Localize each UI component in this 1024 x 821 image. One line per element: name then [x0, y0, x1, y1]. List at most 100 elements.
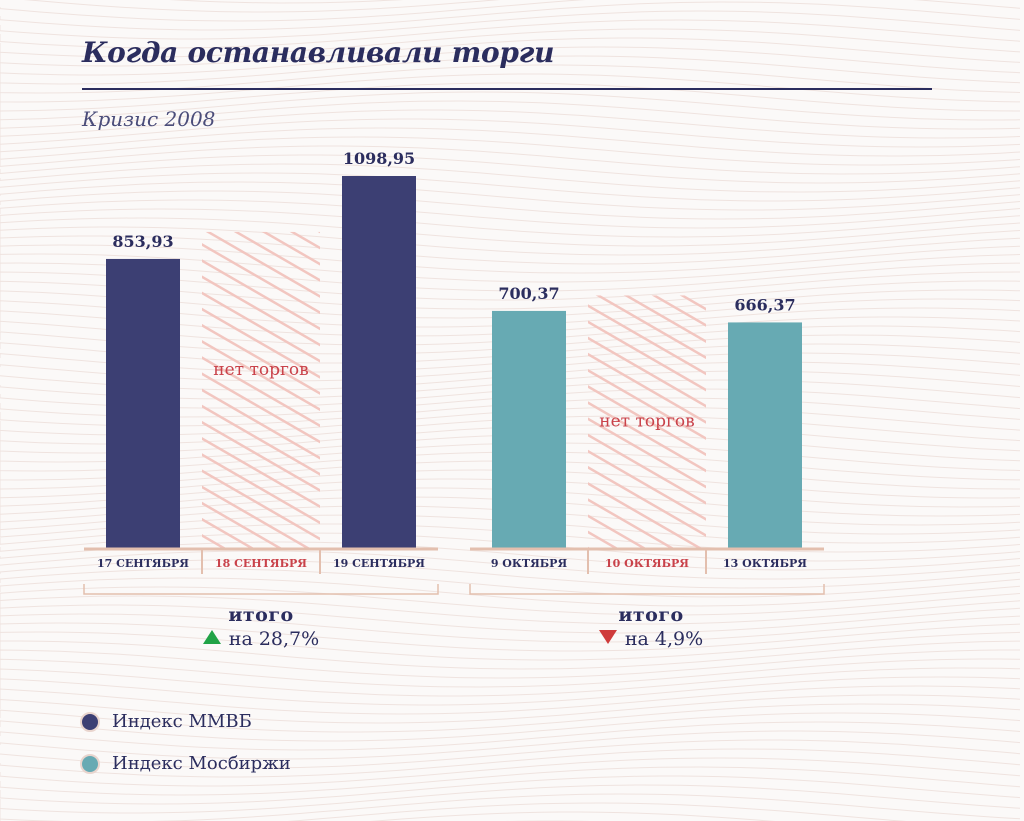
summary-title: итого	[228, 604, 294, 626]
legend-swatch	[80, 711, 100, 732]
background-wave-line	[0, 46, 1021, 76]
background-wave-line	[0, 235, 1021, 265]
background-wave-line	[0, 694, 1021, 724]
background-wave-line	[0, 775, 1021, 805]
background-wave-line	[369, 811, 776, 821]
background-wave-line	[0, 145, 1021, 175]
background-wave-line	[0, 181, 1021, 211]
x-tick-label: 13 ОКТЯБРЯ	[723, 557, 807, 570]
background-wave-line	[0, 766, 1021, 796]
background-wave-line	[0, 253, 1021, 283]
background-wave-line	[0, 685, 1021, 715]
background-wave-line	[0, 676, 1021, 706]
background-wave-line	[0, 19, 1021, 49]
background-wave-line	[0, 0, 1021, 22]
background-wave-line	[0, 109, 1021, 139]
legend-label: Индекс Мосбиржи	[112, 753, 291, 774]
background-wave-line	[0, 154, 1021, 184]
page-subtitle: Кризис 2008	[82, 107, 216, 131]
bar	[728, 322, 802, 548]
no-trade-label: нет торгов	[599, 412, 694, 432]
background-wave-line	[0, 73, 1021, 103]
background-wave-line	[0, 721, 1021, 751]
summary-change: на 28,7%	[141, 628, 381, 650]
background-wave-line	[0, 802, 907, 821]
background-wave-line	[0, 190, 1021, 220]
x-tick-label: 18 СЕНТЯБРЯ	[215, 557, 307, 570]
background-wave-line	[0, 82, 1021, 112]
x-tick-label: 10 ОКТЯБРЯ	[605, 557, 689, 570]
background-wave-line	[0, 658, 1021, 688]
background-wave-line	[0, 577, 1021, 607]
up-arrow-icon	[202, 630, 221, 644]
bar-value-label: 666,37	[734, 295, 795, 314]
background-wave-line	[0, 730, 1021, 760]
background-wave-line	[0, 37, 1021, 67]
background-wave-line	[0, 703, 1021, 733]
legend-swatch	[80, 753, 100, 774]
bar	[106, 258, 180, 548]
background-wave-line	[0, 1, 1021, 31]
x-tick-label: 17 СЕНТЯБРЯ	[97, 557, 189, 570]
background-wave-line	[0, 163, 1021, 193]
legend-label: Индекс ММВБ	[112, 711, 252, 732]
bar	[342, 176, 416, 548]
background-wave-line	[0, 559, 1021, 589]
summary-september: итого на 28,7%	[141, 604, 381, 650]
background-wave-line	[0, 604, 1021, 634]
background-wave-line	[0, 622, 1021, 652]
background-wave-line	[0, 712, 1021, 742]
background-wave-line	[0, 586, 1021, 616]
background-wave-line	[0, 757, 1021, 787]
background-wave-line	[0, 127, 1021, 157]
page-title: Когда останавливали торги	[82, 36, 555, 69]
down-arrow-icon	[598, 630, 617, 644]
bar-value-label: 700,37	[498, 284, 559, 303]
background-wave-line	[0, 10, 1021, 40]
bar-value-label: 1098,95	[343, 149, 415, 168]
background-wave-line	[0, 595, 1021, 625]
bar	[492, 310, 566, 548]
bar-value-label: 853,93	[112, 232, 173, 251]
title-divider	[82, 88, 932, 90]
background-wave-line	[0, 568, 1021, 598]
background-wave-line	[0, 667, 1021, 697]
background-wave-line	[0, 748, 1021, 778]
background-wave-line	[0, 28, 1021, 58]
background-wave-line	[0, 217, 1021, 247]
background-wave-line	[0, 55, 1021, 85]
background-wave-line	[0, 91, 1021, 121]
background-wave-line	[0, 208, 1021, 238]
background-wave-line	[23, 0, 501, 13]
background-wave-line	[0, 118, 1021, 148]
background-wave-line	[0, 640, 1021, 670]
background-wave-line	[0, 631, 1021, 661]
background-wave-line	[0, 244, 1021, 274]
background-wave-line	[0, 793, 1021, 821]
background-wave-line	[0, 739, 1021, 769]
legend-item-micex: Индекс ММВБ	[80, 711, 252, 732]
no-trade-hatch	[202, 231, 320, 548]
summary-change: на 4,9%	[531, 628, 771, 650]
summary-title: итого	[618, 604, 684, 626]
background-wave-line	[0, 613, 1021, 643]
summary-change-text: на 28,7%	[228, 628, 320, 650]
x-tick-label: 19 СЕНТЯБРЯ	[333, 557, 425, 570]
summary-october: итого на 4,9%	[531, 604, 771, 650]
summary-change-text: на 4,9%	[624, 628, 704, 650]
background-wave-line	[0, 550, 1021, 580]
background-wave-line	[0, 199, 1021, 229]
x-tick-label: 9 ОКТЯБРЯ	[491, 557, 568, 570]
background-wave-line	[0, 136, 1021, 166]
no-trade-hatch	[588, 295, 706, 548]
background-wave-line	[0, 172, 1021, 202]
group-bracket	[469, 584, 825, 595]
no-trade-label: нет торгов	[213, 360, 308, 380]
background-wave-line	[0, 784, 1021, 814]
legend-item-moex: Индекс Мосбиржи	[80, 753, 291, 774]
background-wave-line	[0, 649, 1020, 679]
background-wave-line	[0, 100, 1021, 130]
group-bracket	[83, 584, 439, 595]
background-wave-line	[0, 226, 1021, 256]
